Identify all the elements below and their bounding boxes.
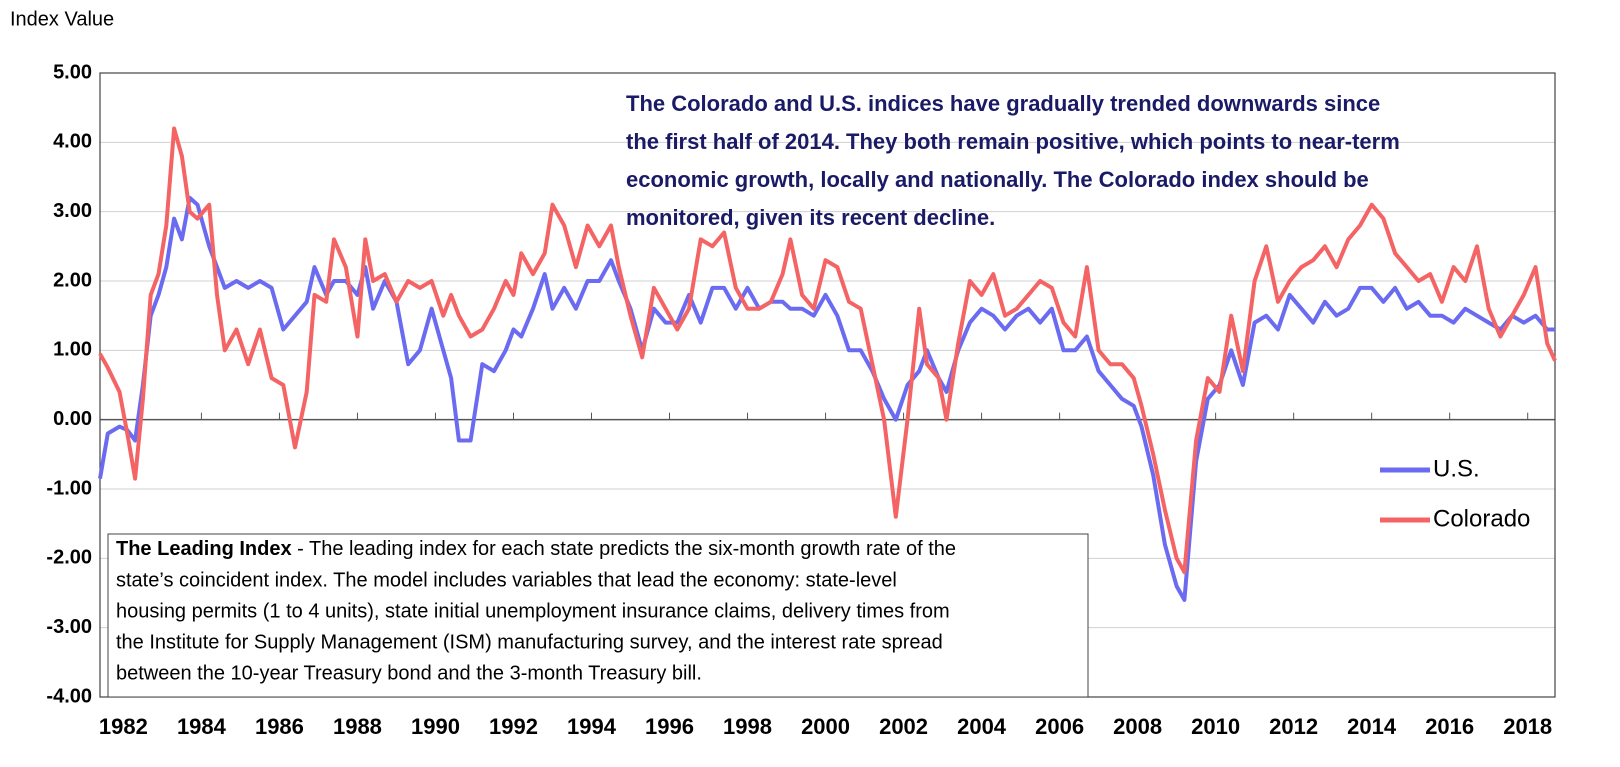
y-tick-label: -3.00 (46, 616, 92, 638)
y-tick-label: 2.00 (53, 269, 92, 291)
series-line (98, 195, 1555, 602)
x-tick-label: 2008 (1113, 714, 1162, 739)
y-tick-label: 5.00 (53, 61, 92, 83)
legend-label: U.S. (1433, 455, 1480, 482)
annotation-line: economic growth, locally and nationally.… (626, 167, 1369, 192)
footnote-line: The Leading Index - The leading index fo… (116, 538, 956, 560)
x-tick-label: 1982 (99, 714, 148, 739)
x-tick-label: 1990 (411, 714, 460, 739)
x-tick-label: 1996 (645, 714, 694, 739)
y-tick-label: 0.00 (53, 408, 92, 430)
footnote-line: between the 10-year Treasury bond and th… (116, 662, 702, 684)
legend-label: Colorado (1433, 505, 1530, 532)
annotation-line: monitored, given its recent decline. (626, 205, 995, 230)
y-tick-label: -2.00 (46, 547, 92, 569)
x-tick-label: 2010 (1191, 714, 1240, 739)
y-tick-label: 4.00 (53, 131, 92, 153)
x-tick-label: 1994 (567, 714, 617, 739)
x-tick-label: 2018 (1503, 714, 1552, 739)
y-tick-label: -1.00 (46, 477, 92, 499)
x-tick-label: 2004 (957, 714, 1007, 739)
footnote-text: - The leading index for each state predi… (292, 538, 956, 560)
y-tick-label: 1.00 (53, 339, 92, 361)
x-tick-label: 2006 (1035, 714, 1084, 739)
y-tick-label: -4.00 (46, 685, 92, 707)
x-tick-label: 2014 (1347, 714, 1397, 739)
footnote-line: the Institute for Supply Management (ISM… (116, 631, 943, 653)
footnote-line: housing permits (1 to 4 units), state in… (116, 600, 950, 622)
x-tick-label: 1992 (489, 714, 538, 739)
x-tick-label: 2012 (1269, 714, 1318, 739)
x-tick-label: 1988 (333, 714, 382, 739)
y-tick-label: 3.00 (53, 200, 92, 222)
y-axis-label: Index Value (10, 8, 114, 30)
annotation-line: The Colorado and U.S. indices have gradu… (626, 91, 1380, 116)
footnote-title: The Leading Index (116, 538, 292, 560)
annotation-line: the first half of 2014. They both remain… (626, 129, 1400, 154)
series-line (98, 126, 1557, 575)
x-tick-label: 1986 (255, 714, 304, 739)
x-tick-label: 1998 (723, 714, 772, 739)
footnote-line: state’s coincident index. The model incl… (116, 569, 897, 591)
x-tick-label: 2016 (1425, 714, 1474, 739)
x-tick-label: 2000 (801, 714, 850, 739)
footnote-box (107, 533, 1089, 698)
x-tick-label: 2002 (879, 714, 928, 739)
x-tick-label: 1984 (177, 714, 227, 739)
